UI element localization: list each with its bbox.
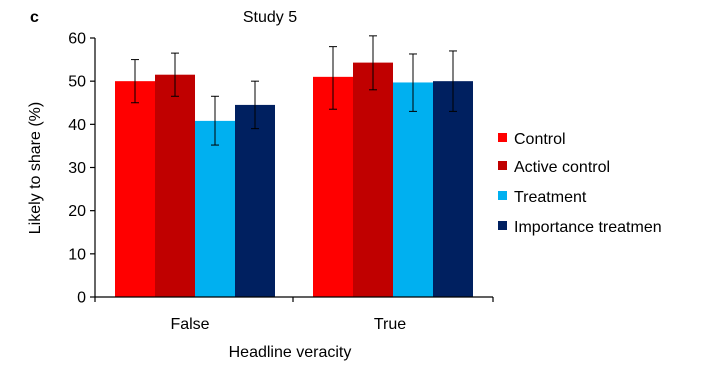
error-bar <box>329 46 337 110</box>
legend-swatch <box>498 133 507 142</box>
error-bars <box>131 35 457 146</box>
bar <box>195 120 235 297</box>
y-tick-label: 30 <box>68 160 86 177</box>
y-tick-label: 40 <box>68 117 86 134</box>
error-bar <box>211 95 219 146</box>
error-bar <box>409 53 417 112</box>
y-tick-label: 20 <box>68 203 86 220</box>
bar <box>115 81 155 298</box>
bar <box>313 76 353 297</box>
bar <box>353 62 393 298</box>
x-axis-label: Headline veracity <box>229 344 352 361</box>
legend-label: Control <box>514 131 566 148</box>
x-tick-label-true: True <box>374 316 406 333</box>
legend-item: Treatment <box>498 189 587 206</box>
legend-item: Importance treatmen <box>498 219 662 236</box>
error-bar <box>171 52 179 97</box>
error-bar <box>369 35 377 91</box>
legend-swatch <box>498 191 507 200</box>
chart-title: Study 5 <box>243 9 297 26</box>
error-bar <box>251 80 259 130</box>
bar <box>155 74 195 297</box>
legend: Control Active control Treatment Importance… <box>498 131 662 236</box>
legend-label: Active control <box>514 159 610 176</box>
error-bar <box>131 59 139 104</box>
legend-swatch <box>498 161 507 170</box>
y-tick-label: 50 <box>68 74 86 91</box>
y-tick-label: 0 <box>77 290 86 307</box>
x-axis <box>94 296 494 302</box>
bar <box>235 104 275 298</box>
y-tick-label: 60 <box>68 31 86 48</box>
bar <box>393 82 433 297</box>
x-tick-label-false: False <box>170 316 209 333</box>
panel-label: c <box>30 9 39 26</box>
bars <box>115 62 473 298</box>
error-bar <box>449 50 457 112</box>
legend-label: Treatment <box>514 189 587 206</box>
y-tick-label: 10 <box>68 246 86 263</box>
bar <box>433 81 473 298</box>
legend-swatch <box>498 221 507 230</box>
y-axis-label: Likely to share (%) <box>27 102 44 235</box>
legend-label: Importance treatmen <box>514 219 662 236</box>
legend-item: Active control <box>498 159 610 176</box>
y-axis: 0 10 20 30 40 50 60 <box>68 31 96 307</box>
legend-item: Control <box>498 131 566 148</box>
